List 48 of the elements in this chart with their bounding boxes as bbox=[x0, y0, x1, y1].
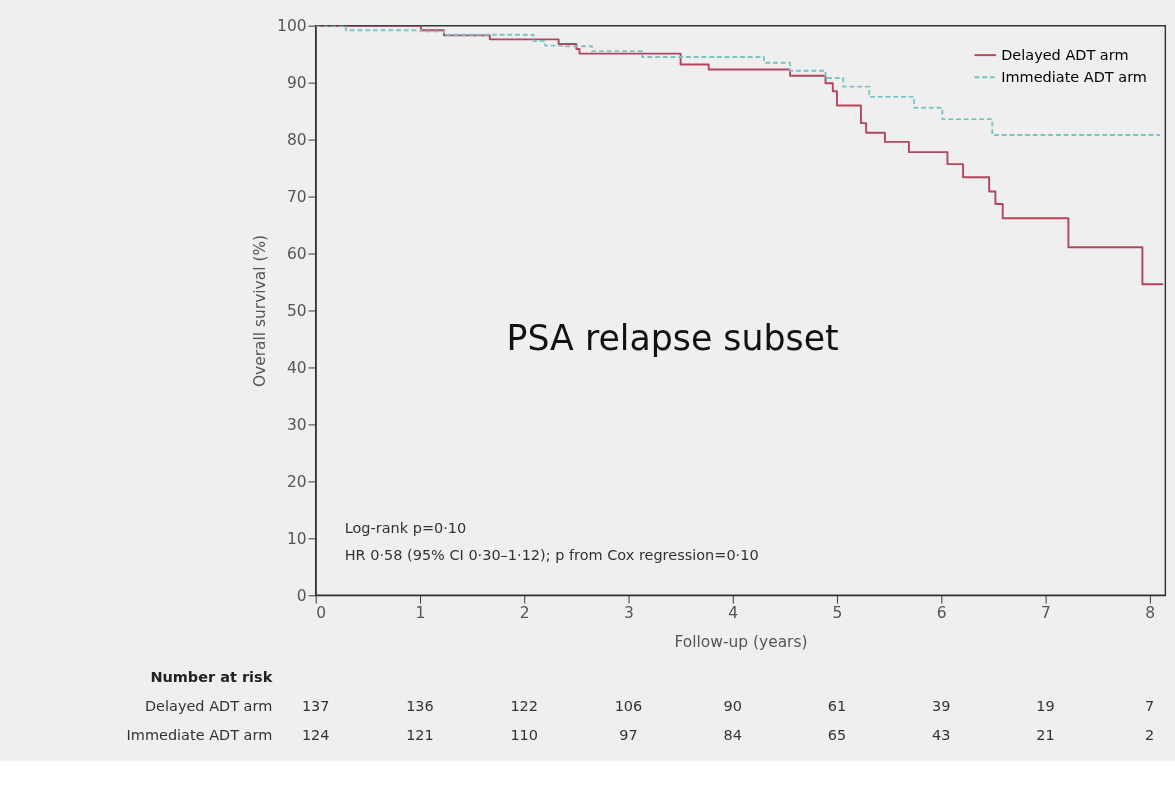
x-tick-label: 8 bbox=[1145, 604, 1156, 623]
text: 39 bbox=[932, 698, 951, 715]
x-tick-label: 4 bbox=[728, 604, 739, 623]
x-tick-label: 5 bbox=[832, 604, 843, 623]
y-axis-title: Overall survival (%) bbox=[250, 234, 269, 388]
text: 19 bbox=[1036, 698, 1055, 715]
text: 21 bbox=[1036, 727, 1055, 744]
text: Immediate ADT arm bbox=[126, 727, 273, 744]
y-tick-label: 30 bbox=[286, 415, 307, 434]
text: Delayed ADT arm bbox=[144, 698, 273, 715]
text: 43 bbox=[932, 727, 951, 744]
legend-label: Delayed ADT arm bbox=[1001, 46, 1129, 63]
y-tick-label: 0 bbox=[296, 586, 307, 605]
x-tick-label: 7 bbox=[1041, 604, 1051, 623]
annotation: HR 0·58 (95% CI 0·30–1·12); p from Cox regression=0·10 bbox=[344, 546, 759, 563]
y-tick-label: 20 bbox=[286, 472, 307, 491]
y-tick-label: 10 bbox=[286, 529, 307, 548]
text: Number at risk bbox=[150, 669, 273, 686]
y-tick-label: 70 bbox=[286, 187, 307, 206]
text: 110 bbox=[510, 727, 539, 744]
y-tick-label: 90 bbox=[286, 73, 307, 92]
x-tick-label: 6 bbox=[936, 604, 947, 623]
y-tick-label: 100 bbox=[277, 16, 307, 35]
x-tick-label: 0 bbox=[316, 604, 327, 623]
text: 97 bbox=[619, 727, 638, 744]
annotation: Log-rank p=0·10 bbox=[344, 519, 467, 536]
text: 124 bbox=[301, 727, 330, 744]
y-tick-label: 40 bbox=[286, 358, 307, 377]
text: 137 bbox=[301, 698, 330, 715]
y-tick-label: 80 bbox=[286, 130, 307, 149]
text: 61 bbox=[827, 698, 847, 715]
legend-label: Immediate ADT arm bbox=[1001, 69, 1147, 86]
text: 65 bbox=[827, 727, 847, 744]
y-tick-label: 50 bbox=[286, 301, 307, 320]
text: 84 bbox=[723, 727, 742, 744]
text: 121 bbox=[406, 727, 434, 744]
text: 2 bbox=[1145, 727, 1155, 744]
text: 136 bbox=[406, 698, 434, 715]
annotation: PSA relapse subset bbox=[506, 317, 839, 358]
text: 90 bbox=[723, 698, 742, 715]
x-axis-title: Follow-up (years) bbox=[674, 632, 808, 651]
text: 7 bbox=[1145, 698, 1155, 715]
x-tick-label: 2 bbox=[519, 604, 530, 623]
text: 122 bbox=[510, 698, 539, 715]
x-tick-label: 1 bbox=[415, 604, 426, 623]
y-tick-label: 60 bbox=[286, 244, 307, 263]
x-tick-label: 3 bbox=[624, 604, 634, 623]
text: 106 bbox=[614, 698, 643, 715]
